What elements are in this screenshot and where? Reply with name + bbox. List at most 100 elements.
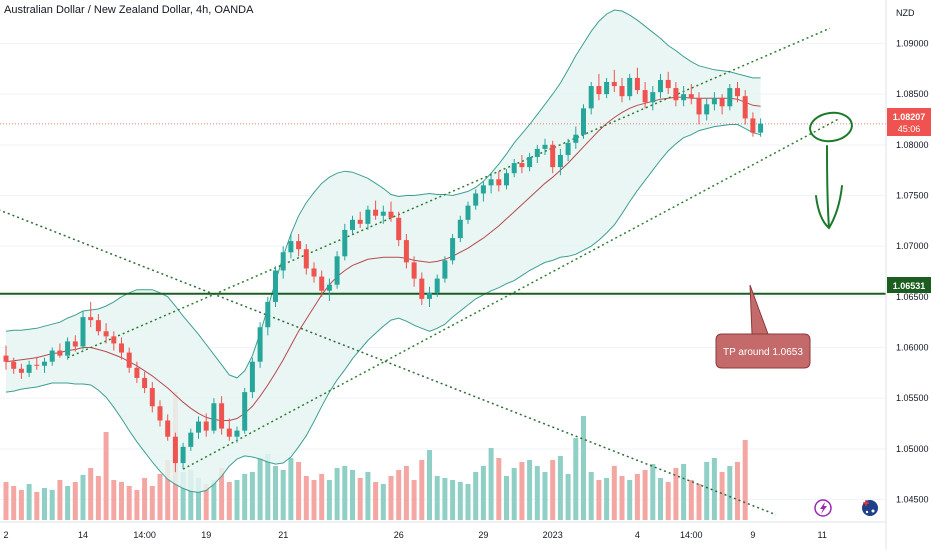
x-tick-label: 26 xyxy=(394,530,404,540)
volume-bar xyxy=(95,476,101,520)
price-axis[interactable]: NZD 1.090001.085001.080001.075001.070001… xyxy=(885,0,932,550)
candle-body xyxy=(303,249,309,269)
support-price-tag xyxy=(887,277,931,293)
y-tick-label: 1.07500 xyxy=(896,190,929,200)
flag-australia-icon[interactable] xyxy=(862,500,878,516)
descending-trendline[interactable] xyxy=(0,201,777,516)
volume-bar xyxy=(134,490,140,520)
volume-bar xyxy=(49,490,55,520)
down-arrow-drawing[interactable] xyxy=(815,145,843,230)
volume-bar xyxy=(249,472,255,520)
candle-body xyxy=(11,361,17,369)
callout-shape[interactable] xyxy=(715,284,811,369)
support-price-label: 1.06531 xyxy=(893,281,926,291)
volume-bar xyxy=(373,482,379,520)
volume-bar xyxy=(42,488,47,520)
volume-bar xyxy=(188,470,194,520)
channel-upper-line[interactable] xyxy=(67,27,831,359)
candle-body xyxy=(581,108,586,135)
volume-bar xyxy=(26,484,32,520)
candle-body xyxy=(242,392,248,431)
x-tick-label: 9 xyxy=(750,530,755,540)
candle-body xyxy=(142,377,148,389)
volume-bar xyxy=(627,480,633,520)
volume-bar xyxy=(111,480,117,520)
candle-body xyxy=(504,173,509,186)
volume-bar xyxy=(688,480,694,520)
volume-bar xyxy=(434,476,440,520)
candles xyxy=(3,67,764,473)
circle-drawing[interactable] xyxy=(808,110,853,144)
volume-bar xyxy=(504,476,509,520)
candle-body xyxy=(219,403,225,429)
candle-body xyxy=(419,278,425,299)
volume-bar xyxy=(665,482,671,520)
volume-bar xyxy=(658,478,663,520)
volume-bar xyxy=(57,480,63,520)
candle-body xyxy=(534,148,540,157)
hand-drawing[interactable] xyxy=(808,110,853,230)
volume-bar xyxy=(411,480,417,520)
candle-body xyxy=(257,327,263,362)
candle-body xyxy=(681,94,687,101)
candle-body xyxy=(619,86,625,97)
y-tick-label: 1.05000 xyxy=(896,444,929,454)
candle-body xyxy=(434,278,440,293)
candle-body xyxy=(542,144,548,149)
volume-bar xyxy=(565,474,571,520)
volume-bar xyxy=(388,476,394,520)
volume-bar xyxy=(242,474,248,520)
volume-bar xyxy=(704,462,710,520)
currency-label: NZD xyxy=(896,8,915,18)
candle-body xyxy=(319,276,325,291)
volume-bar xyxy=(488,448,494,520)
candle-body xyxy=(403,240,409,263)
candle-body xyxy=(719,98,725,107)
price-tags: 1.06531 1.08207 45:06 xyxy=(887,108,931,293)
volume-bar xyxy=(149,486,155,520)
volume-bar xyxy=(234,480,240,520)
volume-bar xyxy=(519,462,525,520)
volume-bar xyxy=(596,480,602,520)
band-upper xyxy=(5,9,761,379)
candle-body xyxy=(604,81,610,95)
candle-body xyxy=(203,421,209,431)
time-axis[interactable]: 2 14 14:00 19 21 26 29 2023 4 14:00 9 11 xyxy=(0,521,886,540)
candle-body xyxy=(727,88,733,107)
y-tick-label: 1.07000 xyxy=(896,241,929,251)
candle-body xyxy=(350,219,355,230)
volume-bar xyxy=(72,482,78,520)
candle-body xyxy=(342,229,348,257)
volume-bar xyxy=(257,458,263,520)
y-tick-label: 1.09000 xyxy=(896,38,929,48)
candle-body xyxy=(296,241,302,250)
chart-title: Australian Dollar / New Zealand Dollar, … xyxy=(4,4,254,16)
volume-bar xyxy=(419,460,425,520)
candle-body xyxy=(596,86,602,95)
tp-callout[interactable]: TP around 1.0653 xyxy=(715,284,811,369)
lightning-icon[interactable] xyxy=(814,499,832,517)
volume-bar xyxy=(550,460,556,520)
volume-bar xyxy=(634,474,640,520)
candle-body xyxy=(396,217,402,241)
candle-body xyxy=(588,86,594,109)
candle-body xyxy=(188,432,194,447)
volume-bar xyxy=(735,462,740,520)
candle-body xyxy=(34,364,40,366)
candle-body xyxy=(280,252,286,271)
trendlines[interactable] xyxy=(0,27,886,516)
candle-body xyxy=(80,317,86,347)
candle-body xyxy=(688,94,694,99)
volume-bar xyxy=(34,492,40,520)
candle-body xyxy=(157,406,163,421)
x-tick-label: 11 xyxy=(818,530,827,540)
volume-bar xyxy=(219,468,225,520)
candle-body xyxy=(357,219,363,224)
x-tick-label: 14 xyxy=(78,530,88,540)
volume-bar xyxy=(480,466,486,520)
volume-bar xyxy=(727,466,733,520)
candle-body xyxy=(480,185,486,194)
volume-bar xyxy=(642,470,648,520)
candle-body xyxy=(234,430,240,437)
